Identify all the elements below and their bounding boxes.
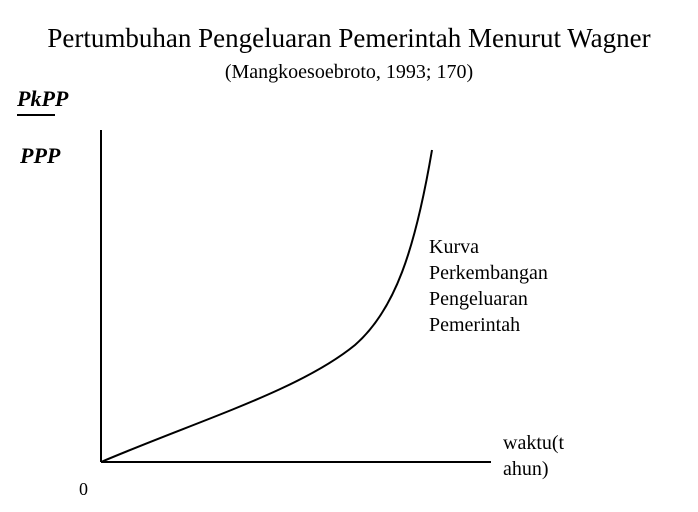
diagram-title: Pertumbuhan Pengeluaran Pemerintah Menur… [47, 23, 651, 53]
diagram-subtitle: (Mangkoesoebroto, 1993; 170) [224, 61, 474, 83]
x-axis-label-line-1: waktu(t [503, 432, 565, 454]
y-axis-label-numerator: PkPP [17, 86, 69, 111]
y-axis-fraction-bar [17, 114, 55, 116]
y-axis-label-denominator: PPP [20, 143, 61, 168]
x-axis-label: waktu(t ahun) [503, 430, 564, 482]
curve-label: Kurva Perkembangan Pengeluaran Pemerinta… [429, 234, 548, 338]
curve-label-line-2: Perkembangan [429, 262, 548, 284]
curve-label-line-1: Kurva [429, 236, 479, 258]
origin-label: 0 [79, 479, 88, 499]
x-axis-label-line-2: ahun) [503, 458, 549, 480]
curve-label-line-3: Pengeluaran [429, 288, 528, 310]
government-spending-curve [100, 149, 433, 463]
curve-label-line-4: Pemerintah [429, 314, 521, 336]
